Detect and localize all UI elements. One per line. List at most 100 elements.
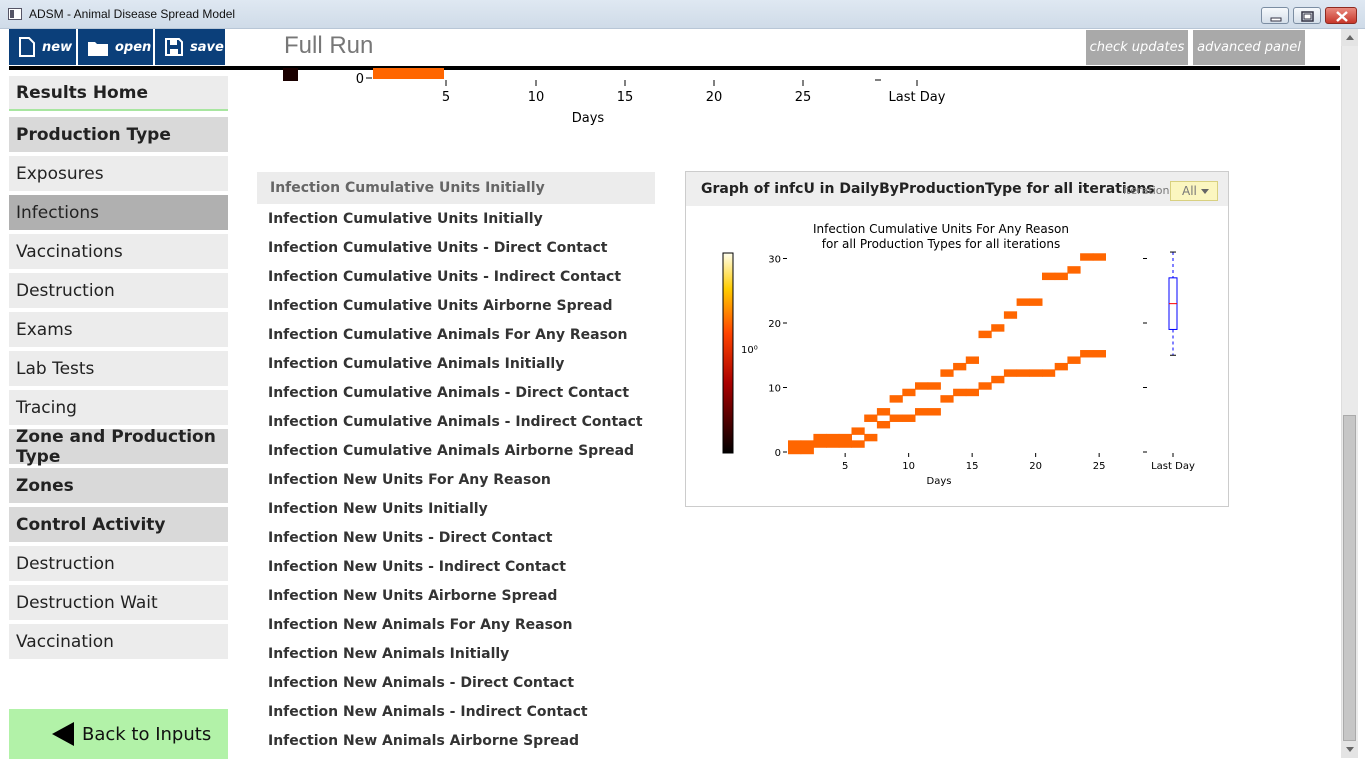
y-tick-label: 0 (775, 448, 781, 459)
list-header[interactable]: Infection Cumulative Units Initially (257, 172, 655, 204)
title-bar: ADSM - Animal Disease Spread Model (0, 0, 1365, 29)
y-tick-label: 30 (768, 255, 781, 266)
app-icon (8, 8, 22, 20)
sidebar-item-infections[interactable]: Infections (9, 195, 228, 230)
scrollbar-thumb[interactable] (1343, 415, 1356, 741)
colorbar-label: 10⁰ (741, 345, 758, 356)
x-tick-label: 10 (902, 461, 915, 472)
colorbar-bottom (283, 68, 298, 81)
sidebar-item-control-activity[interactable]: Control Activity (9, 507, 228, 542)
save-button-label: save (190, 39, 224, 55)
open-button[interactable]: open (78, 29, 153, 65)
list-item[interactable]: Infection New Animals Airborne Spread (268, 732, 580, 749)
chart-subtitle: for all Production Types for all iterati… (822, 237, 1061, 251)
sidebar-item-zone-and-production-type[interactable]: Zone and Production Type (9, 427, 228, 467)
sidebar-item-exams[interactable]: Exams (9, 312, 228, 347)
new-button[interactable]: new (9, 29, 76, 65)
heatmap-cell (1042, 369, 1056, 377)
heatmap-cell (953, 362, 967, 371)
graph-panel: Graph of infcU in DailyByProductionType … (685, 171, 1229, 507)
heatmap-cell (991, 324, 1005, 332)
list-item[interactable]: Infection Cumulative Units Initially (268, 210, 543, 227)
list-item[interactable]: Infection New Units - Direct Contact (268, 529, 553, 546)
list-item[interactable]: Infection Cumulative Animals Airborne Sp… (268, 442, 635, 459)
iteration-select[interactable]: All (1170, 181, 1218, 201)
list-item[interactable]: Infection New Animals For Any Reason (268, 616, 573, 633)
heatmap-cell (838, 433, 852, 442)
toolbar: new open save Full Run check updates adv… (0, 29, 1365, 68)
heatmap-cell (978, 382, 992, 390)
chevron-down-icon (1201, 189, 1209, 194)
window-title: ADSM - Animal Disease Spread Model (29, 7, 236, 21)
heatmap-cell (788, 440, 802, 448)
sidebar-item-production-type[interactable]: Production Type (9, 117, 228, 152)
sidebar-item-zones[interactable]: Zones (9, 468, 228, 503)
arrow-up-icon (1346, 35, 1354, 40)
restore-button[interactable] (1293, 7, 1321, 24)
sidebar-item-tracing[interactable]: Tracing (9, 390, 228, 425)
minimize-button[interactable] (1261, 7, 1289, 24)
save-button[interactable]: save (155, 29, 225, 65)
list-item[interactable]: Infection Cumulative Units - Direct Cont… (268, 239, 608, 256)
list-item[interactable]: Infection New Units Airborne Spread (268, 587, 558, 604)
list-item[interactable]: Infection New Animals Initially (268, 645, 510, 662)
heatmap-cell (800, 440, 814, 448)
list-item[interactable]: Infection Cumulative Animals For Any Rea… (268, 326, 628, 343)
heatmap-cell (851, 440, 865, 448)
heatmap-cell (826, 433, 840, 442)
heatmap-cell (965, 388, 979, 397)
scroll-up-button[interactable] (1341, 29, 1358, 46)
heatmap-cell (838, 440, 852, 448)
check-updates-button[interactable]: check updates (1086, 30, 1188, 65)
sidebar-item-destruction[interactable]: Destruction (9, 546, 228, 581)
x-tick-label: 5 (842, 461, 848, 472)
sidebar-item-exposures[interactable]: Exposures (9, 156, 228, 191)
heatmap-cell (940, 395, 954, 403)
y-tick-label: 20 (768, 319, 781, 330)
sidebar-item-destruction-wait[interactable]: Destruction Wait (9, 585, 228, 620)
heatmap-cell (965, 356, 979, 364)
output-variable-list: Infection Cumulative Units Initially Inf… (257, 172, 655, 755)
heatmap-cell (1029, 298, 1043, 306)
heatmap-cell (1067, 266, 1081, 274)
list-item[interactable]: Infection Cumulative Animals - Direct Co… (268, 384, 630, 401)
sidebar-item-destruction[interactable]: Destruction (9, 273, 228, 308)
colorbar (722, 252, 734, 454)
list-item[interactable]: Infection New Animals - Direct Contact (268, 674, 575, 691)
heatmap-cell (1080, 350, 1094, 358)
scroll-down-button[interactable] (1341, 741, 1358, 758)
top-chart-axis: 0 5 10 15 20 25 Last Day Days (283, 68, 946, 126)
back-to-inputs-button[interactable]: Back to Inputs (9, 709, 228, 759)
heatmap-cell (889, 395, 903, 403)
heatmap-cell (915, 408, 929, 416)
list-item[interactable]: Infection New Units - Indirect Contact (268, 558, 566, 575)
list-item[interactable]: Infection New Animals - Indirect Contact (268, 703, 588, 720)
sidebar-item-lab-tests[interactable]: Lab Tests (9, 351, 228, 386)
sidebar-item-vaccinations[interactable]: Vaccinations (9, 234, 228, 269)
heatmap-cell (864, 414, 878, 422)
sidebar-item-vaccination[interactable]: Vaccination (9, 624, 228, 659)
list-item[interactable]: Infection Cumulative Animals Initially (268, 355, 565, 372)
heatmap-cell (788, 446, 802, 455)
heatmap-cell (826, 440, 840, 448)
list-item[interactable]: Infection New Units Initially (268, 500, 488, 517)
list-item[interactable]: Infection New Units For Any Reason (268, 471, 551, 488)
list-item[interactable]: Infection Cumulative Animals - Indirect … (268, 413, 643, 430)
floppy-disk-icon (165, 38, 183, 56)
heatmap-cell (978, 330, 992, 339)
list-item[interactable]: Infection Cumulative Units Airborne Spre… (268, 297, 613, 314)
heatmap-cell (953, 388, 967, 397)
close-button[interactable] (1325, 7, 1357, 24)
heatmap-cell (1054, 362, 1068, 371)
x-tick-label: 15 (617, 90, 634, 105)
advanced-panel-button[interactable]: advanced panel (1193, 30, 1305, 65)
heatmap-cell (940, 369, 954, 377)
sidebar-item-results-home[interactable]: Results Home (9, 76, 228, 111)
heatmap-cell (1016, 298, 1030, 306)
x-tick-label: 15 (966, 461, 979, 472)
heatmap-cell (1029, 369, 1043, 377)
heatmap-cell (851, 427, 865, 435)
heatmap-cell (876, 420, 891, 429)
list-item[interactable]: Infection Cumulative Units - Indirect Co… (268, 268, 622, 285)
